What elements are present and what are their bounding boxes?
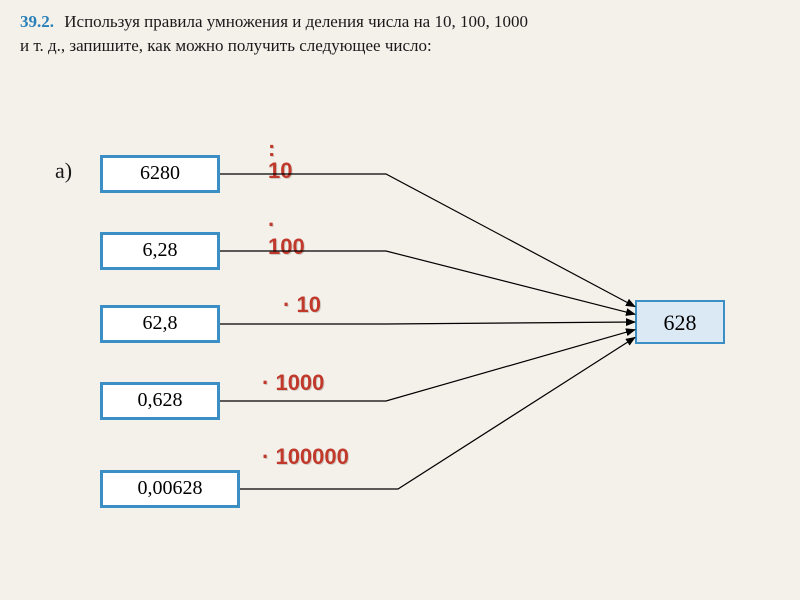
source-box: 62,8	[100, 305, 220, 343]
page-root: 39.2. Используя правила умножения и деле…	[0, 0, 800, 600]
op-symbol: ·	[283, 292, 290, 317]
op-factor: 100	[268, 234, 305, 259]
part-label: а)	[55, 158, 72, 184]
operation-label: · 100000	[262, 446, 349, 468]
operation-label: · 10	[283, 294, 321, 316]
op-factor: 1000	[275, 370, 324, 395]
source-box: 0,00628	[100, 470, 240, 508]
operation-label: · 1000	[262, 372, 324, 394]
problem-text-line1: Используя правила умножения и деления чи…	[64, 12, 528, 31]
target-box: 628	[635, 300, 725, 344]
problem-text-line2: и т. д., запишите, как можно получить сл…	[20, 36, 432, 55]
problem-header: 39.2. Используя правила умножения и деле…	[20, 10, 780, 58]
operation-label: :10	[268, 138, 292, 182]
operation-label: ·100	[268, 214, 305, 258]
op-factor: 10	[268, 158, 292, 183]
op-factor: 10	[296, 292, 320, 317]
op-factor: 100000	[275, 444, 348, 469]
op-symbol: ·	[262, 370, 269, 395]
source-box: 6,28	[100, 232, 220, 270]
op-symbol: ·	[262, 444, 269, 469]
source-box: 0,628	[100, 382, 220, 420]
problem-number: 39.2.	[20, 12, 54, 31]
arrow	[220, 322, 635, 324]
source-box: 6280	[100, 155, 220, 193]
